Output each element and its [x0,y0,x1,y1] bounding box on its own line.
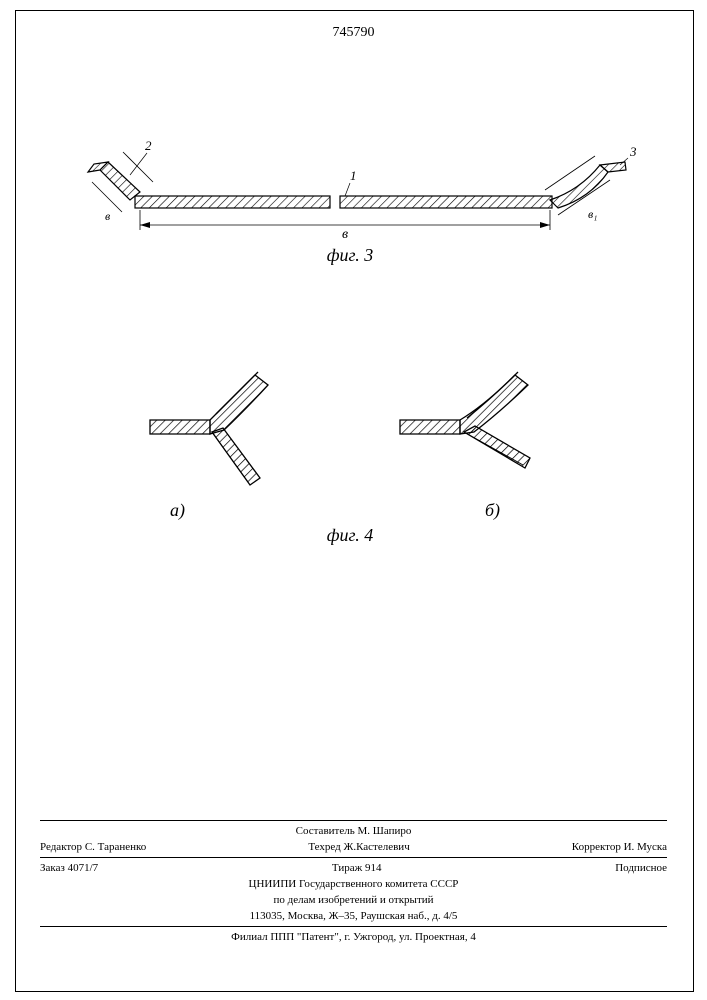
footer-rule-3 [40,926,667,927]
patent-number: 745790 [333,25,375,41]
figure-4-label: фиг. 4 [80,525,620,546]
ref-2: 2 [145,138,152,153]
org-line-1: ЦНИИПИ Государственного комитета СССР [40,876,667,892]
figure-4-part-a: а) [170,500,185,521]
tirage-label: Тираж [332,862,362,874]
subscription: Подписное [615,862,667,874]
corrector-label: Корректор [572,841,621,853]
order-label: Заказ [40,862,65,874]
ref-1: 1 [350,168,357,183]
compiler-name: М. Шапиро [357,825,411,837]
org-line-2: по делам изобретений и открытий [40,892,667,908]
footer-rule-2 [40,857,667,858]
org-line-3: 113035, Москва, Ж–35, Раушская наб., д. … [40,908,667,924]
staff-row: Редактор С. Тараненко Техред Ж.Кастелеви… [40,839,667,855]
figure-3: в 1 2 3 в в₁ фиг. 3 [50,120,650,300]
order-num: 4071/7 [68,862,99,874]
figure-3-svg: в 1 2 3 в в₁ [50,120,650,300]
compiler-row: Составитель М. Шапиро [40,823,667,839]
figure-3-label: фиг. 3 [50,245,650,266]
tirage-num: 914 [365,862,382,874]
compiler-label: Составитель [296,825,355,837]
ref-3: 3 [629,144,637,159]
dim-b1-left: в [105,209,110,223]
techred-label: Техред [308,841,340,853]
figure-4-part-b: б) [485,500,500,521]
dim-b2-right: в₁ [588,207,597,221]
editor-label: Редактор [40,841,82,853]
corrector-name: И. Муска [624,841,667,853]
editor-name: С. Тараненко [85,841,147,853]
footer-rule-1 [40,820,667,821]
dim-b: в [342,227,348,242]
techred-name: Ж.Кастелевич [343,841,409,853]
footer-block: Составитель М. Шапиро Редактор С. Таране… [40,818,667,945]
branch-line: Филиал ППП "Патент", г. Ужгород, ул. Про… [40,929,667,945]
figure-4: а) б) фиг. 4 [80,330,620,570]
order-row: Заказ 4071/7 Тираж 914 Подписное [40,860,667,876]
